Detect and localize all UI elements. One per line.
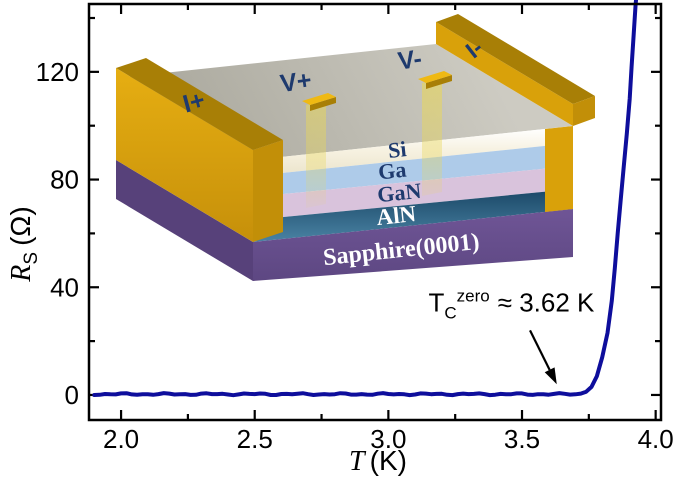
resistance-curve [92,0,639,398]
electrode-iplus-top [116,58,283,150]
electrode-iplus-end [253,140,283,242]
label-layer-aln: AlN [375,201,417,230]
y-tick-label: 120 [36,57,79,87]
layer-si-face [253,126,573,176]
vplus-probe-beam [306,101,326,208]
label-layer-gan: GaN [376,178,422,207]
x-tick-label: 4.0 [638,424,674,454]
resistance-curve-group [92,0,639,398]
axis-tick-labels: 2.0 2.5 3.0 3.5 4.0 0 40 80 120 [36,57,674,454]
inset-device-schematic: I+ V+ V- I- Si Ga GaN AlN Sapphire(0001) [116,14,595,281]
label-v-minus: V- [396,45,423,76]
x-tick-label: 3.5 [504,424,540,454]
y-tick-label: 80 [50,165,79,195]
y-tick-label: 40 [50,272,79,302]
x-tick-label: 2.0 [103,424,139,454]
arrow-shaft [529,329,551,371]
layer-sapphire-front-face [253,209,573,281]
plot-frame [87,2,663,422]
tc-annotation: TCzero ≈ 3.62 K [428,286,595,385]
layer-ga-face [253,143,573,197]
electrode-iminus-side-cover [545,126,573,212]
vminus-probe-beam [422,79,442,196]
label-layer-si: Si [387,136,408,163]
x-tick-label: 2.5 [237,424,273,454]
vplus-pad-edge [310,97,336,111]
x-tick-label: 3.0 [370,424,406,454]
layer-aln-face [253,189,573,242]
label-layer-ga: Ga [377,157,408,185]
label-v-plus: V+ [278,66,313,98]
tc-annotation-text: TCzero ≈ 3.62 K [428,286,595,322]
electrode-iplus-front [116,68,253,242]
electrode-iminus-top [436,14,595,104]
vminus-pad-edge [426,75,452,89]
layer-gan-face [253,166,573,220]
layer-sapphire-side-face [116,160,253,281]
x-axis-title: T (K) [349,445,407,477]
y-axis-title: RS(Ω) [5,206,42,282]
electrode-iminus-end [573,96,595,126]
arrow-head [544,367,557,385]
vminus-pad-top [418,71,452,83]
tc-annotation-arrow [529,329,557,385]
electrode-iminus-front [436,22,573,126]
vplus-pad-top [302,93,336,105]
y-tick-label: 0 [65,380,79,410]
